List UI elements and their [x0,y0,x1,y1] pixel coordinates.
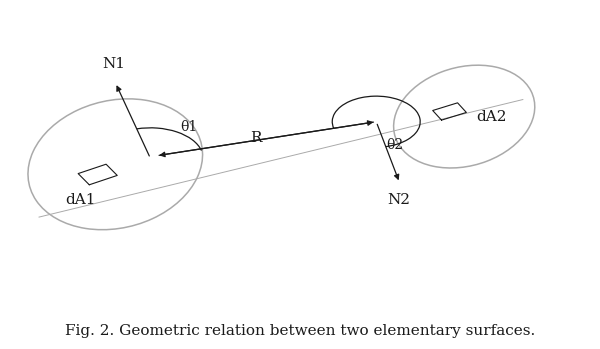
Text: Fig. 2. Geometric relation between two elementary surfaces.: Fig. 2. Geometric relation between two e… [65,324,535,338]
Text: N2: N2 [387,193,410,207]
Text: R: R [250,131,262,144]
Text: dA2: dA2 [476,110,506,124]
Text: θ1: θ1 [180,120,197,134]
Text: dA1: dA1 [65,193,95,207]
Text: θ2: θ2 [386,138,403,152]
Text: N1: N1 [103,57,125,70]
